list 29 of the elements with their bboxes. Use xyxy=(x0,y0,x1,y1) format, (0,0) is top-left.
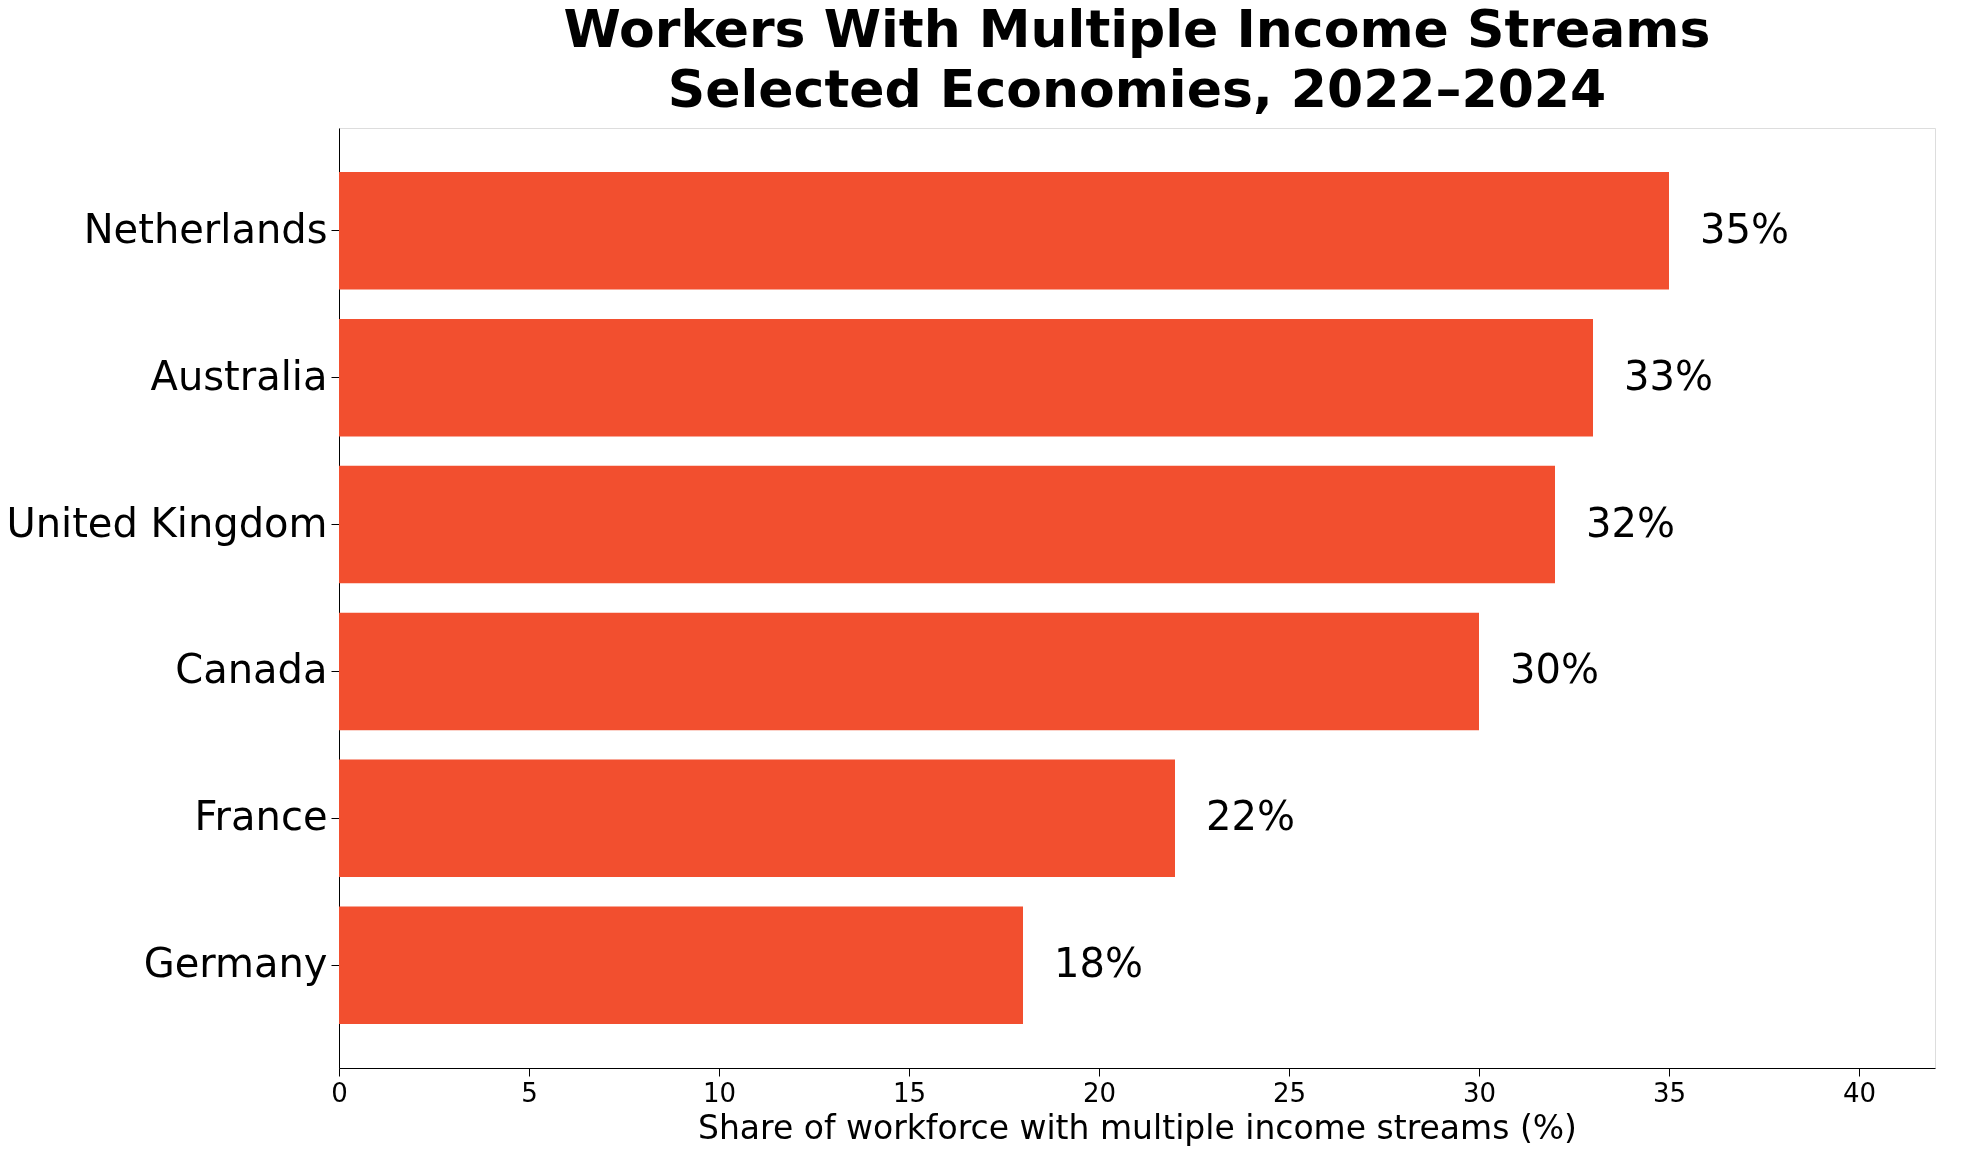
data-label: 18% xyxy=(1054,940,1143,987)
x-tick-label: 35 xyxy=(1652,1077,1687,1108)
data-label: 32% xyxy=(1586,499,1675,546)
y-tick-label: Germany xyxy=(143,940,328,987)
bar xyxy=(339,906,1023,1024)
y-tick-label: United Kingdom xyxy=(6,499,328,546)
x-tick-label: 0 xyxy=(331,1077,348,1108)
x-tick-label: 25 xyxy=(1272,1077,1307,1108)
y-tick-label: Netherlands xyxy=(83,205,328,252)
x-tick-label: 10 xyxy=(702,1077,737,1108)
y-tick-label: France xyxy=(194,793,328,840)
data-label: 33% xyxy=(1624,352,1713,399)
bar xyxy=(339,759,1175,878)
x-tick-label: 5 xyxy=(521,1077,538,1108)
y-tick-label: Australia xyxy=(150,352,328,399)
bar xyxy=(339,318,1593,437)
chart-title: Workers With Multiple Income Streams Selected Economies, 2022–2024 xyxy=(563,0,1711,119)
bar xyxy=(339,172,1669,290)
x-tick-label: 20 xyxy=(1082,1077,1117,1108)
bar xyxy=(339,612,1479,731)
y-tick-label: Canada xyxy=(175,646,328,693)
data-label: 30% xyxy=(1510,646,1599,693)
data-label: 22% xyxy=(1206,793,1295,840)
x-tick-label: 30 xyxy=(1462,1077,1497,1108)
data-label: 35% xyxy=(1700,205,1789,252)
x-tick-label: 15 xyxy=(892,1077,927,1108)
x-axis-title: Share of workforce with multiple income streams (%) xyxy=(698,1107,1577,1147)
bar xyxy=(339,465,1555,584)
x-tick-label: 40 xyxy=(1842,1077,1877,1108)
